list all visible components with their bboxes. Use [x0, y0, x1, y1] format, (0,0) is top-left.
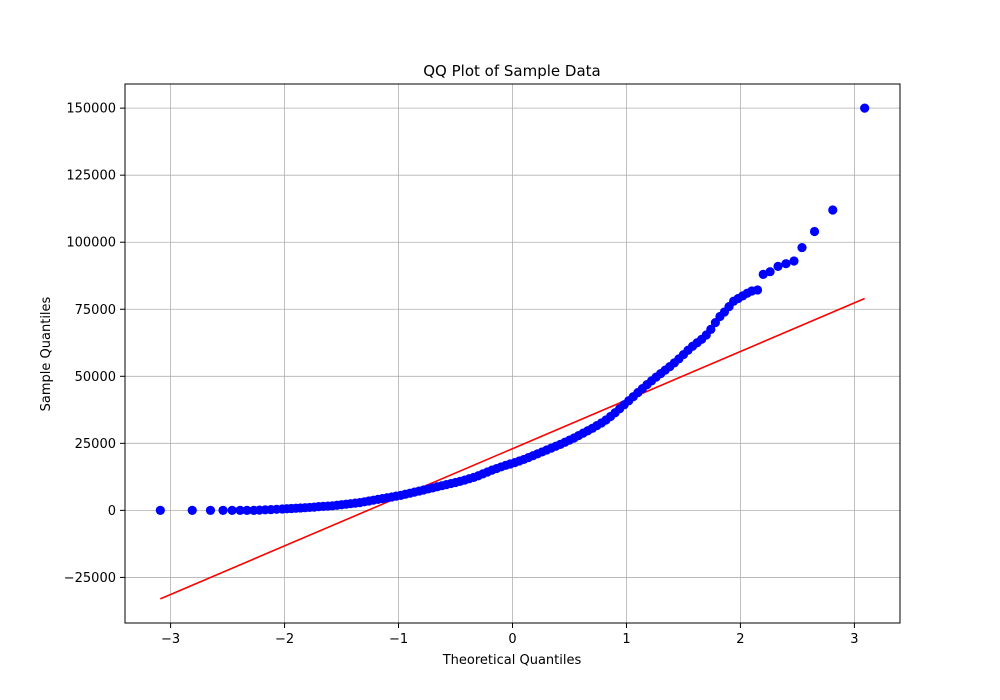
- y-tick-label: 150000: [66, 102, 116, 117]
- data-point: [797, 242, 807, 253]
- chart-title: QQ Plot of Sample Data: [423, 62, 600, 80]
- grid-lines: [125, 84, 900, 623]
- data-point: [809, 226, 820, 237]
- x-tick-label: 0: [508, 632, 516, 647]
- y-tick-label: 25000: [75, 437, 116, 452]
- data-point: [860, 103, 870, 113]
- x-axis-label: Theoretical Quantiles: [442, 653, 582, 668]
- data-point: [706, 324, 716, 334]
- x-axis-ticks: −3 −2 −1 0 1 2 3: [161, 623, 859, 647]
- x-tick-label: 3: [850, 632, 858, 647]
- data-point: [235, 505, 245, 515]
- data-point: [828, 205, 838, 215]
- y-tick-label: −25000: [64, 571, 116, 586]
- data-point: [187, 505, 197, 515]
- y-tick-label: 125000: [66, 169, 116, 184]
- data-point: [752, 285, 763, 295]
- y-tick-label: 0: [108, 504, 116, 519]
- y-axis-ticks: −25000 0 25000 50000 75000 100000 125000 150000: [64, 102, 125, 586]
- data-point: [205, 505, 216, 515]
- x-tick-label: 1: [622, 632, 630, 647]
- x-tick-label: −2: [275, 632, 294, 647]
- data-point: [218, 505, 228, 515]
- data-point: [227, 505, 237, 515]
- y-tick-label: 50000: [75, 370, 116, 385]
- data-point: [765, 267, 775, 277]
- data-point: [773, 261, 783, 271]
- y-tick-label: 75000: [75, 303, 116, 318]
- x-tick-label: −3: [161, 632, 180, 647]
- reference-line: [160, 297, 865, 600]
- x-tick-label: 2: [736, 632, 744, 647]
- y-axis-label: Sample Quantiles: [39, 296, 54, 411]
- data-point: [242, 505, 252, 515]
- y-tick-label: 100000: [66, 236, 116, 251]
- data-point: [781, 259, 791, 269]
- reference-line-layer: [160, 297, 865, 600]
- x-tick-label: −1: [389, 632, 408, 647]
- data-point: [789, 256, 799, 266]
- data-point: [155, 505, 165, 515]
- data-points-layer: [155, 103, 870, 515]
